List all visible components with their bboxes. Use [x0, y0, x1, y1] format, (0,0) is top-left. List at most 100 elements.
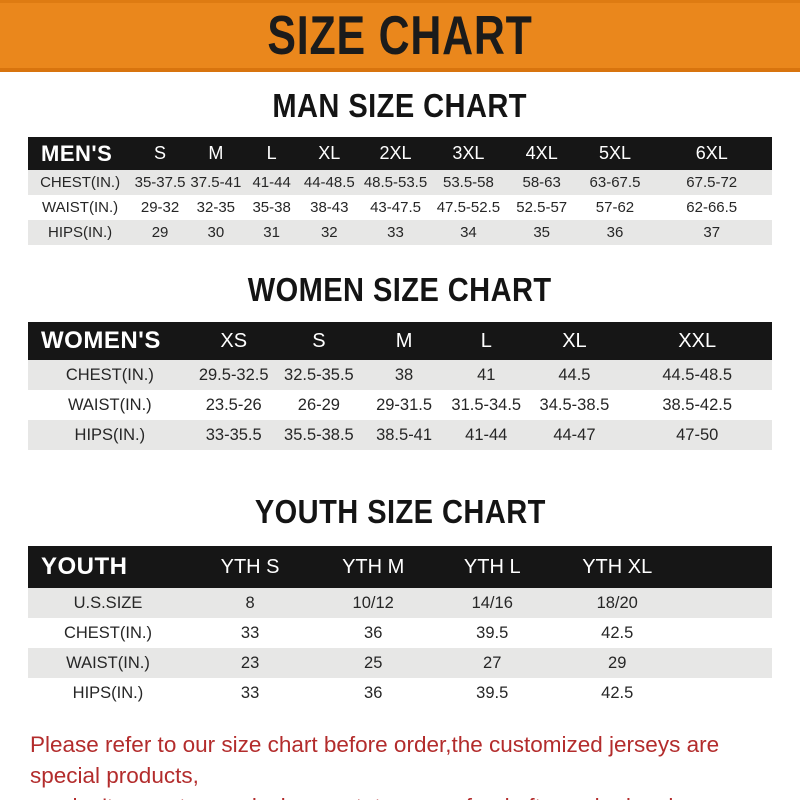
- size-value: 44-48.5: [303, 174, 355, 191]
- header-filler: [684, 546, 772, 588]
- size-value: 29: [608, 653, 627, 672]
- table-row: CHEST(IN.) 33 36 39.5 42.5: [28, 618, 772, 648]
- table-row: HIPS(IN.) 29 30 31 32 33 34 35 36 37: [28, 220, 772, 245]
- women-header-row: WOMEN'S XS S M L XL XXL: [28, 322, 772, 360]
- size-column-header: XS: [191, 322, 276, 360]
- size-column-header: YTH S: [187, 546, 313, 588]
- cell-filler: [684, 588, 772, 618]
- youth-size-table: YOUTH YTH S YTH M YTH L YTH XL U.S.SIZE 8 10/1…: [28, 546, 772, 708]
- youth-section-title: YOUTH SIZE CHART: [254, 493, 546, 530]
- size-column-header: M: [362, 322, 447, 360]
- size-value: 10/12: [352, 593, 394, 612]
- size-value: 47-50: [676, 425, 719, 444]
- size-value: 31.5-34.5: [451, 395, 522, 414]
- size-column-header: M: [187, 137, 244, 170]
- size-column-header: 3XL: [431, 137, 505, 170]
- size-value: 29.5-32.5: [198, 365, 269, 384]
- size-value: 62-66.5: [686, 199, 738, 216]
- footer-line-2: we don't accept cancel, change, teturn o…: [30, 791, 780, 800]
- men-title-wrap: MAN SIZE CHART: [0, 72, 800, 137]
- size-value: 23.5-26: [205, 395, 262, 414]
- size-column-header: L: [446, 322, 527, 360]
- cell-filler: [684, 618, 772, 648]
- size-value: 33-35.5: [205, 425, 262, 444]
- row-label: WAIST(IN.): [66, 653, 150, 672]
- table-row: WAIST(IN.) 23 25 27 29: [28, 648, 772, 678]
- size-value: 38.5-41: [376, 425, 433, 444]
- women-section-title: WOMEN SIZE CHART: [248, 271, 552, 308]
- size-value: 57-62: [595, 199, 635, 216]
- cell-filler: [684, 678, 772, 708]
- size-value: 36: [606, 224, 624, 241]
- size-value: 32-35: [196, 199, 236, 216]
- size-column-header: 4XL: [504, 137, 579, 170]
- size-value: 39.5: [476, 683, 509, 702]
- size-value: 38-43: [310, 199, 349, 216]
- size-column-header: 6XL: [651, 137, 772, 170]
- row-label: CHEST(IN.): [40, 174, 121, 191]
- size-value: 37: [703, 224, 721, 241]
- size-column-header: XL: [299, 137, 360, 170]
- size-value: 31: [263, 224, 280, 241]
- size-value: 58-63: [522, 174, 561, 191]
- size-value: 42.5: [601, 623, 634, 642]
- table-header-label: MEN'S: [28, 137, 133, 170]
- size-value: 67.5-72: [686, 174, 738, 191]
- men-header-row: MEN'S S M L XL 2XL 3XL 4XL 5XL 6XL: [28, 137, 772, 170]
- size-value: 36: [364, 623, 383, 642]
- size-value: 41-44: [252, 174, 291, 191]
- size-value: 33: [240, 683, 260, 702]
- women-size-table: WOMEN'S XS S M L XL XXL CHEST(IN.) 29.5-32.5 32.…: [28, 322, 772, 450]
- youth-header-row: YOUTH YTH S YTH M YTH L YTH XL: [28, 546, 772, 588]
- footer-line-1: Please refer to our size chart before or…: [30, 732, 720, 789]
- row-label: HIPS(IN.): [72, 683, 144, 702]
- table-row: HIPS(IN.) 33-35.5 35.5-38.5 38.5-41 41-44 44-…: [28, 420, 772, 450]
- size-value: 29: [151, 224, 169, 241]
- size-value: 32.5-35.5: [284, 365, 354, 384]
- size-value: 38: [394, 365, 414, 384]
- size-value: 25: [364, 653, 383, 672]
- size-value: 39.5: [476, 623, 509, 642]
- size-value: 42.5: [601, 683, 634, 702]
- youth-size-chart-section: YOUTH SIZE CHART YOUTH YTH S YTH M YTH L YTH…: [0, 450, 800, 708]
- size-value: 35: [533, 224, 551, 241]
- size-value: 36: [364, 683, 383, 702]
- size-value: 48.5-53.5: [363, 174, 428, 191]
- size-column-header: XXL: [622, 322, 772, 360]
- table-row: WAIST(IN.) 23.5-26 26-29 29-31.5 31.5-34.5 34…: [28, 390, 772, 420]
- size-value: 29-32: [140, 199, 180, 216]
- cell-filler: [684, 648, 772, 678]
- size-value: 27: [483, 653, 502, 672]
- size-column-header: XL: [526, 322, 623, 360]
- size-column-header: L: [243, 137, 300, 170]
- size-value: 18/20: [596, 593, 638, 612]
- size-value: 41: [477, 365, 496, 384]
- size-column-header: S: [132, 137, 188, 170]
- size-value: 38.5-42.5: [662, 395, 733, 414]
- row-label: WAIST(IN.): [67, 395, 152, 414]
- size-value: 44-47: [553, 425, 596, 444]
- size-value: 33: [387, 224, 404, 241]
- size-value: 8: [245, 593, 255, 612]
- size-value: 30: [207, 224, 225, 241]
- table-row: CHEST(IN.) 35-37.5 37.5-41 41-44 44-48.5 48.5…: [28, 170, 772, 195]
- row-label: HIPS(IN.): [47, 224, 113, 241]
- size-value: 29-31.5: [376, 395, 433, 414]
- size-chart-banner: SIZE CHART: [0, 0, 800, 72]
- size-value: 35.5-38.5: [284, 425, 354, 444]
- size-column-header: S: [275, 322, 363, 360]
- men-size-chart-section: MAN SIZE CHART MEN'S S M L XL 2XL 3XL 4XL 5XL 6XL…: [0, 72, 800, 245]
- size-value: 33: [240, 623, 260, 642]
- size-value: 14/16: [471, 593, 513, 612]
- women-size-chart-section: WOMEN SIZE CHART WOMEN'S XS S M L XL XXL CHEST…: [0, 245, 800, 450]
- row-label: U.S.SIZE: [73, 593, 143, 612]
- size-value: 37.5-41: [190, 174, 242, 191]
- footer-disclaimer: Please refer to our size chart before or…: [30, 729, 780, 800]
- size-value: 41-44: [465, 425, 508, 444]
- row-label: CHEST(IN.): [65, 365, 154, 384]
- table-row: CHEST(IN.) 29.5-32.5 32.5-35.5 38 41 44.5 44.5…: [28, 360, 772, 390]
- size-column-header: YTH XL: [550, 546, 685, 588]
- size-value: 32: [320, 224, 338, 241]
- size-value: 63-67.5: [589, 174, 641, 191]
- size-value: 26-29: [297, 395, 340, 414]
